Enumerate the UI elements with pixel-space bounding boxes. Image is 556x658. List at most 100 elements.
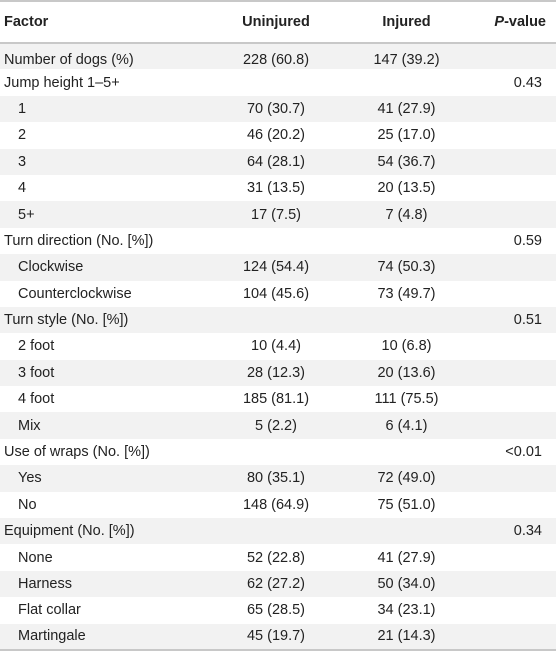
injured-cell: 147 (39.2) [373,51,440,68]
table-row: Flat collar 65 (28.5) 34 (23.1) [0,597,556,624]
table-row: 4 31 (13.5) 20 (13.5) [0,174,556,202]
uninjured-cell: 31 (13.5) [246,180,306,197]
table-row: Yes 80 (35.1) 72 (49.0) [0,465,556,492]
uninjured-cell: 62 (27.2) [246,576,306,592]
header-factor: Factor [0,0,206,44]
pvalue-cell [467,597,556,623]
factor-cell: 2 [18,127,27,144]
injured-cell [346,439,467,465]
factor-cell: 2 foot [18,338,55,355]
factor-cell: 4 foot [18,391,55,408]
uninjured-cell: 64 (28.1) [246,153,306,170]
factor-cell: Turn direction (No. [%]) [4,232,154,249]
factor-cell: Use of wraps (No. [%]) [4,444,150,461]
uninjured-cell [206,69,346,95]
header-row: Factor Uninjured Injured P-value [0,0,556,44]
factor-cell: Yes [18,470,42,487]
factor-cell: 5+ [18,206,35,223]
uninjured-cell: 124 (54.4) [242,259,310,276]
pvalue-cell: 0.51 [513,312,542,329]
table-row: 2 46 (20.2) 25 (17.0) [0,122,556,149]
factor-cell: 1 [18,100,27,117]
injured-cell: 41 (27.9) [377,100,436,117]
table-header: Factor Uninjured Injured P-value [0,0,556,44]
injured-cell: 72 (49.0) [377,470,436,487]
table-row: Number of dogs (%) 228 (60.8) 147 (39.2) [0,43,556,70]
pvalue-cell [467,492,556,518]
uninjured-cell: 80 (35.1) [246,470,306,487]
injured-cell: 7 (4.8) [385,206,428,223]
injured-cell: 50 (34.0) [377,576,436,592]
uninjured-cell: 104 (45.6) [242,285,310,302]
table-row: 5+ 17 (7.5) 7 (4.8) [0,201,556,228]
factor-cell: Flat collar [18,602,81,619]
uninjured-cell [206,228,346,254]
factor-cell: No [18,496,37,513]
injured-cell: 54 (36.7) [377,153,436,170]
pvalue-cell: 0.59 [513,232,542,249]
uninjured-cell: 28 (12.3) [246,364,306,381]
pvalue-cell [467,254,556,280]
factor-cell: None [18,549,53,566]
pvalue-cell [467,571,556,597]
factor-cell: Turn style (No. [%]) [4,312,129,329]
pvalue-cell [467,96,556,122]
table-row: 2 foot 10 (4.4) 10 (6.8) [0,333,556,360]
factor-cell: Martingale [0,623,206,651]
pvalue-cell: 0.43 [513,74,542,91]
uninjured-cell: 10 (4.4) [251,338,301,355]
factor-cell: 3 [18,153,27,170]
injured-cell: 25 (17.0) [377,127,436,144]
uninjured-cell: 185 (81.1) [242,391,310,408]
header-pvalue-rest: -value [504,14,546,30]
uninjured-cell: 228 (60.8) [242,51,310,68]
table-row: Turn style (No. [%]) 0.51 [0,306,556,334]
injured-cell: 75 (51.0) [377,496,436,513]
injured-cell: 6 (4.1) [385,417,428,434]
uninjured-cell [206,518,346,544]
pvalue-cell [467,281,556,307]
pvalue-cell: 0.34 [513,523,542,540]
pvalue-cell [467,623,556,651]
table-row: 4 foot 185 (81.1) 111 (75.5) [0,386,556,413]
factor-cell: Equipment (No. [%]) [4,523,135,540]
pvalue-cell [467,43,556,69]
header-injured: Injured [346,0,467,44]
table-row: 3 64 (28.1) 54 (36.7) [0,148,556,175]
uninjured-cell: 45 (19.7) [206,623,346,651]
pvalue-cell [467,175,556,201]
pvalue-cell [467,122,556,148]
factor-cell: Number of dogs (%) [4,51,134,68]
pvalue-cell [467,333,556,359]
header-pvalue: P-value [467,0,556,44]
injured-cell: 34 (23.1) [377,602,436,619]
uninjured-cell: 65 (28.5) [246,602,306,619]
table-row: Martingale 45 (19.7) 21 (14.3) [0,623,556,651]
factor-cell: Jump height 1–5+ [4,74,120,91]
injured-cell: 111 (75.5) [374,391,439,408]
injured-cell: 10 (6.8) [381,338,432,355]
injured-cell: 21 (14.3) [346,623,467,651]
table-row: No 148 (64.9) 75 (51.0) [0,491,556,519]
pvalue-cell: <0.01 [505,444,542,461]
table-row: Equipment (No. [%]) 0.34 [0,518,556,545]
factor-cell: 3 foot [18,364,55,381]
factor-cell: Clockwise [18,259,84,276]
injured-cell: 74 (50.3) [377,259,436,276]
uninjured-cell: 17 (7.5) [251,206,301,223]
header-pvalue-italic: P [494,14,505,30]
factor-cell: Mix [18,417,41,434]
pvalue-cell [467,149,556,175]
uninjured-cell: 52 (22.8) [246,549,306,566]
injured-cell [346,69,467,95]
table-row: Clockwise 124 (54.4) 74 (50.3) [0,254,556,281]
pvalue-cell [467,412,556,438]
table-row: Use of wraps (No. [%]) <0.01 [0,438,556,466]
pvalue-cell [467,360,556,386]
table-row: Harness 62 (27.2) 50 (34.0) [0,570,556,598]
injured-cell: 20 (13.5) [377,180,436,197]
table-row: Turn direction (No. [%]) 0.59 [0,227,556,255]
injured-cell [346,518,467,544]
